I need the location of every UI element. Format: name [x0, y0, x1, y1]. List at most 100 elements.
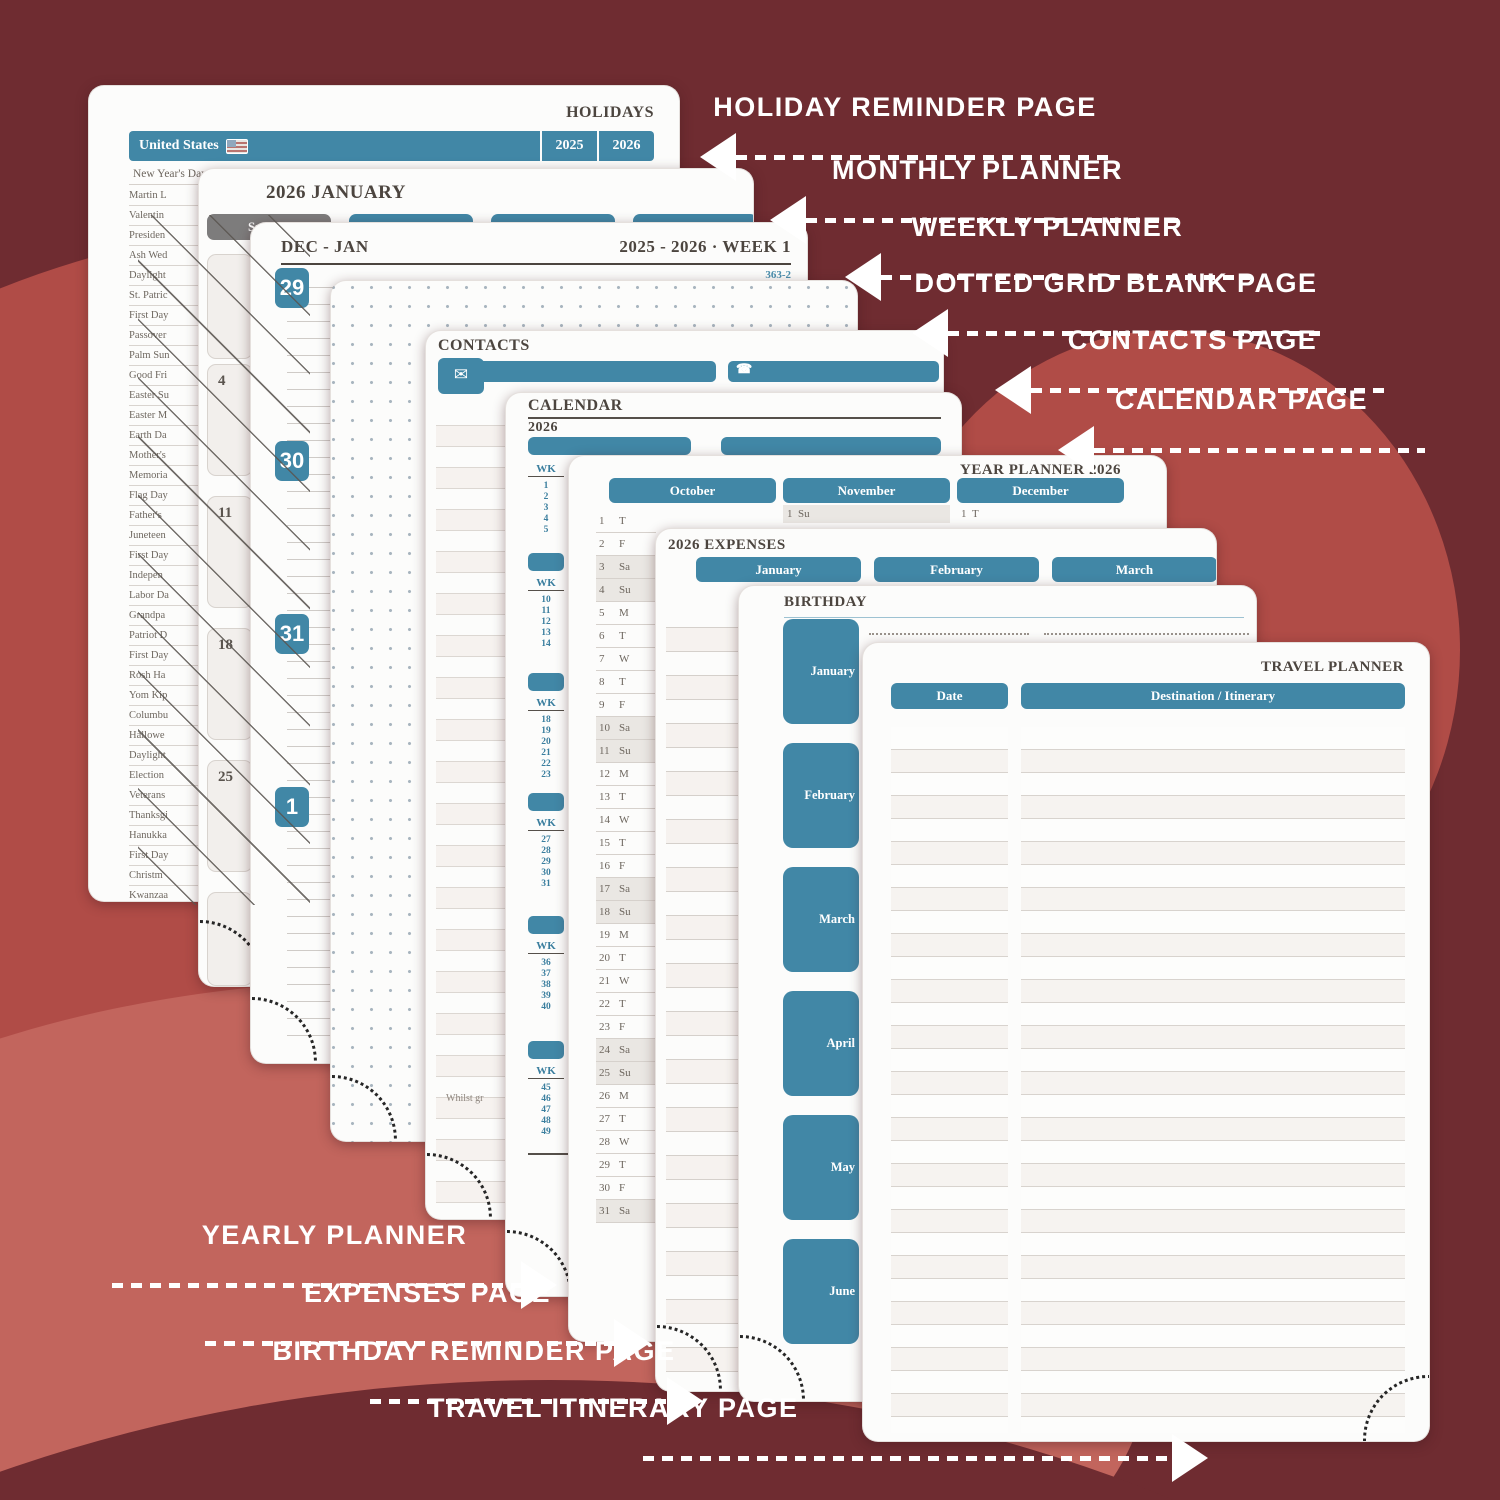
callout-calendar: CALENDAR PAGE	[1058, 385, 1425, 474]
sunday-date-cell: 11	[207, 496, 253, 608]
year-day-row: 21 W	[596, 970, 656, 993]
birthday-tab-january: January	[783, 619, 859, 724]
arrow-left-icon	[995, 366, 1031, 414]
wk-label: WK	[528, 1065, 564, 1079]
holiday-row: First Day	[129, 306, 201, 326]
weekly-title-right: 2025 - 2026 · WEEK 1	[619, 237, 791, 256]
holiday-row: Valentin	[129, 206, 201, 226]
holiday-row: Good Fri	[129, 366, 201, 386]
callout-monthly-planner: MONTHLY PLANNER	[770, 155, 1185, 244]
year-day-row: 28 W	[596, 1131, 656, 1154]
expenses-january: January	[696, 557, 861, 582]
travel-date-header: Date	[891, 683, 1008, 709]
arrow-right-icon	[667, 1377, 703, 1425]
calendar-month-bar-2	[721, 437, 941, 455]
year-day-row: 22 T	[596, 993, 656, 1016]
wk-label: WK	[528, 577, 564, 591]
year-day-row: 26 M	[596, 1085, 656, 1108]
arrow-right-icon	[614, 1319, 650, 1367]
contacts-row-lines	[436, 405, 506, 1211]
holiday-row: Mother's	[129, 446, 201, 466]
wk-numbers: 45 46 47 48 49	[541, 1083, 551, 1137]
wk-numbers: 1 2 3 4 5	[543, 481, 549, 535]
holiday-row: Rosh Ha	[129, 666, 201, 686]
calendar-week-pill	[528, 916, 564, 934]
holiday-name-list: Martin L Valentin Presiden Ash Wed Daylight S…	[129, 186, 201, 901]
sunday-date-cell: 4	[207, 364, 253, 476]
arrow-left-icon	[845, 253, 881, 301]
callout-dotted-grid: DOTTED GRID BLANK PAGE	[912, 268, 1320, 357]
page-travel-planner: TRAVEL PLANNER Date Destination / Itiner…	[862, 642, 1430, 1442]
holiday-row: Yom Kip	[129, 686, 201, 706]
year-day-row: 23 F	[596, 1016, 656, 1039]
region-label: United States	[139, 138, 219, 153]
year-day-row: 20 T	[596, 947, 656, 970]
holiday-row: Easter Su	[129, 386, 201, 406]
holiday-row: Columbu	[129, 706, 201, 726]
holiday-row: Kwanzaa	[129, 886, 201, 901]
expenses-row-lines	[666, 604, 739, 1374]
wk-label: WK	[528, 940, 564, 954]
holidays-header-bar: United States 2025 2026	[129, 131, 654, 161]
monthly-title: 2026 JANUARY	[266, 182, 406, 203]
weekly-date-tile: 29	[275, 268, 309, 308]
birthday-tab-march: March	[783, 867, 859, 972]
year-day-row: 30 F	[596, 1177, 656, 1200]
year-day-row: 13 T	[596, 786, 656, 809]
holiday-row: Easter M	[129, 406, 201, 426]
holiday-row: Ash Wed	[129, 246, 201, 266]
year-day-row: 17 Sa	[596, 878, 656, 901]
month-pill-december: December	[957, 478, 1124, 503]
weekly-rule	[281, 263, 791, 265]
november-first-row: 1 Su	[783, 505, 950, 523]
wk-numbers: 36 37 38 39 40	[541, 958, 551, 1012]
calendar-title: CALENDAR	[528, 397, 623, 414]
holiday-row: St. Patric	[129, 286, 201, 306]
holiday-row: Palm Sun	[129, 346, 201, 366]
phone-icon: ☎	[736, 361, 753, 376]
holiday-row: Passover	[129, 326, 201, 346]
calendar-rule	[528, 417, 941, 419]
calendar-week-pill	[528, 793, 564, 811]
expenses-february: February	[874, 557, 1039, 582]
wk-label: WK	[528, 697, 564, 711]
corner-dots-decoration	[739, 1335, 805, 1401]
year-column-2026: 2026	[597, 131, 654, 161]
us-flag-icon	[225, 138, 248, 154]
holiday-row: Election	[129, 766, 201, 786]
sunday-date-cell	[207, 254, 253, 359]
holiday-row: Indepen	[129, 566, 201, 586]
holiday-row: Flag Day	[129, 486, 201, 506]
holiday-row: First Day	[129, 646, 201, 666]
holiday-row: Veterans	[129, 786, 201, 806]
envelope-icon: ✉	[438, 358, 484, 394]
birthday-tab-june: June	[783, 1239, 859, 1344]
year-day-row: 25 Su	[596, 1062, 656, 1085]
birthday-tab-may: May	[783, 1115, 859, 1220]
contacts-email-bar	[438, 361, 716, 382]
year-day-row: 16 F	[596, 855, 656, 878]
arrow-left-icon	[912, 309, 948, 357]
holiday-row: Martin L	[129, 186, 201, 206]
holiday-row: Presiden	[129, 226, 201, 246]
calendar-end-line	[528, 1153, 568, 1155]
birthday-title: BIRTHDAY	[784, 594, 867, 610]
year-day-row: 31 Sa	[596, 1200, 656, 1223]
contacts-phone-bar: ☎	[728, 361, 939, 382]
holiday-row: Daylight	[129, 266, 201, 286]
callout-contacts: CONTACTS PAGE	[995, 325, 1390, 414]
calendar-week-pill	[528, 553, 564, 571]
holiday-row: Earth Da	[129, 426, 201, 446]
holiday-row: Daylight	[129, 746, 201, 766]
month-pill-november: November	[783, 478, 950, 503]
holiday-row: Hanukka	[129, 826, 201, 846]
arrow-right-icon	[521, 1261, 557, 1309]
year-day-row: 14 W	[596, 809, 656, 832]
holiday-row: Memoria	[129, 466, 201, 486]
callout-birthday-reminder: BIRTHDAY REMINDER PAGE	[245, 1336, 703, 1425]
year-day-row: 29 T	[596, 1154, 656, 1177]
holiday-row: Thanksgi	[129, 806, 201, 826]
